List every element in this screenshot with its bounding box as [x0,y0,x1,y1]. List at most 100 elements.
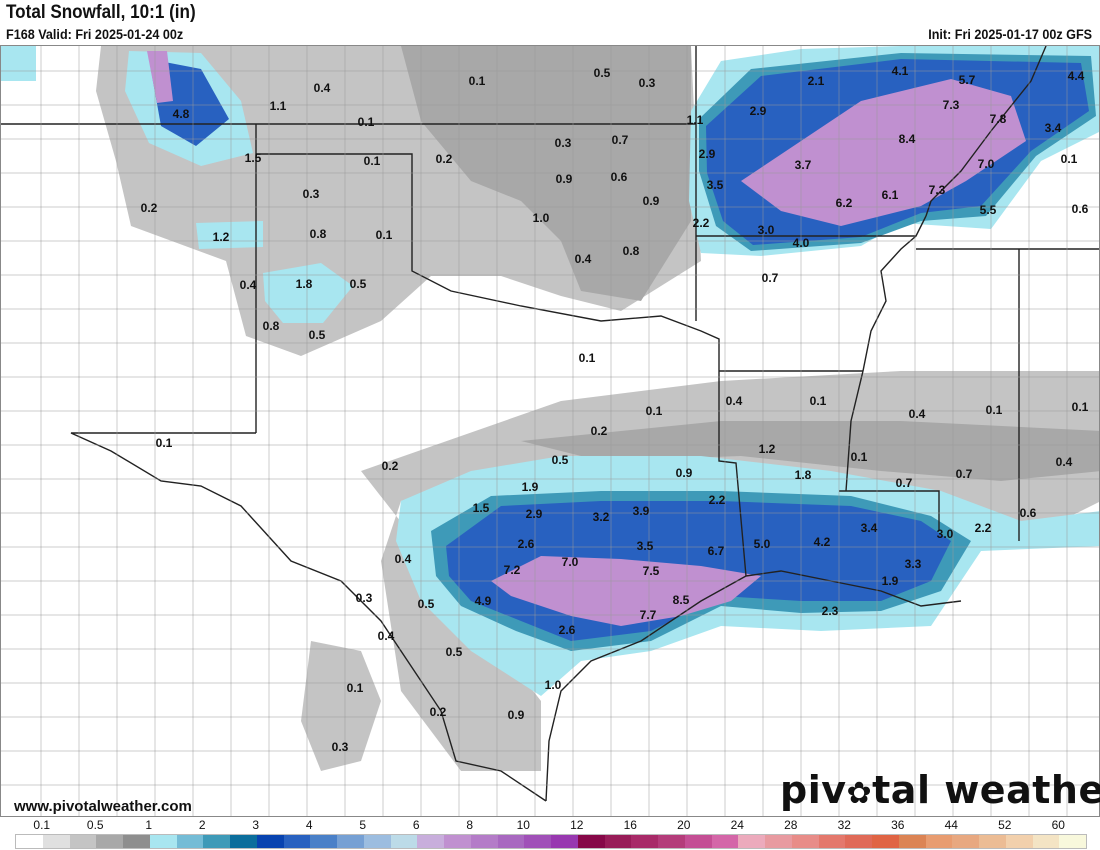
legend-swatch [96,835,123,848]
snowfall-value-label: 2.9 [699,147,716,161]
init-time: Init: Fri 2025-01-17 00z GFS [928,26,1092,42]
state-border [70,432,547,802]
snowfall-value-label: 0.4 [395,552,412,566]
legend-tick-label: 20 [677,818,691,832]
snowfall-value-label: 4.1 [892,64,909,78]
legend-swatch [658,835,685,848]
snowfall-value-label: 1.0 [545,678,562,692]
snowfall-value-label: 0.1 [810,394,827,408]
snowfall-value-label: 2.6 [559,623,576,637]
state-border [745,570,962,607]
legend-swatch [818,835,846,848]
snowfall-value-label: 0.2 [382,459,399,473]
snowfall-value-label: 7.3 [929,183,946,197]
snowfall-value-label: 2.1 [808,74,825,88]
legend-tick-label: 3 [252,818,260,832]
legend-swatch [604,835,632,848]
snowfall-value-label: 1.1 [270,99,287,113]
snowfall-value-label: 0.1 [851,450,868,464]
snowfall-value-label: 1.9 [882,574,899,588]
snowfall-value-label: 0.1 [986,403,1003,417]
legend-swatch [497,835,525,848]
snowfall-value-label: 0.2 [141,201,158,215]
color-legend [15,834,1087,849]
snowfall-value-label: 0.5 [594,66,611,80]
snowfall-value-label: 1.0 [533,211,550,225]
snowfall-contour [301,641,381,771]
legend-swatch [872,835,899,848]
snowfall-value-label: 7.0 [978,157,995,171]
snowfall-value-label: 2.2 [709,493,726,507]
legend-tick-label: 16 [623,818,637,832]
snowfall-value-label: 0.3 [555,136,572,150]
snowfall-value-label: 0.9 [508,708,525,722]
snowfall-value-label: 4.2 [814,535,831,549]
snowfall-value-label: 1.2 [213,230,230,244]
legend-swatch [42,835,70,848]
legend-swatch [898,835,926,848]
snowfall-value-label: 4.9 [475,594,492,608]
legend-swatch [765,835,792,848]
state-border [845,370,864,492]
snowfall-value-label: 1.8 [296,277,313,291]
snowfall-value-label: 0.7 [896,476,913,490]
snowfall-value-label: 1.9 [522,480,539,494]
state-border [862,215,927,372]
snowfall-value-label: 0.2 [436,152,453,166]
legend-swatch [444,835,471,848]
snowfall-value-label: 0.6 [1072,202,1089,216]
legend-swatch [738,835,765,848]
snowfall-value-label: 0.7 [956,467,973,481]
snowfall-value-label: 3.9 [633,504,650,518]
legend-swatch [69,835,97,848]
snowfall-value-label: 0.1 [579,351,596,365]
snowfall-value-label: 0.1 [646,404,663,418]
legend-labels: 0.1 0.5 1 2 3 4 5 6 8 10 12 16 20 24 28 32 36 44 52 60 [0,818,1100,832]
snowfall-value-label: 0.5 [418,597,435,611]
snowfall-map[interactable]: 0.4 0.1 0.5 0.3 2.1 4.1 5.7 4.4 4.8 1.1 0.1 1.1 2.9 7… [0,45,1100,817]
snowfall-value-label: 6.7 [708,544,725,558]
map-title: Total Snowfall, 10:1 (in) [6,2,196,23]
county-borders [1,46,1099,816]
snowfall-value-label: 0.7 [762,271,779,285]
snowfall-value-label: 0.4 [909,407,926,421]
legend-tick-label: 36 [891,818,905,832]
legend-swatch [952,835,979,848]
legend-swatch [363,835,391,848]
snowfall-value-label: 0.8 [623,244,640,258]
legend-swatch [256,835,284,848]
legend-tick-label: 6 [412,818,420,832]
snowfall-value-label: 3.4 [1045,121,1062,135]
legend-tick-label: 44 [944,818,958,832]
snowfall-value-label: 3.2 [593,510,610,524]
snowfall-value-label: 4.4 [1068,69,1085,83]
legend-swatch [791,835,819,848]
website-url: www.pivotalweather.com [14,798,192,815]
snowfall-value-label: 2.9 [526,507,543,521]
legend-tick-label: 8 [466,818,474,832]
snowfall-value-label: 0.5 [309,328,326,342]
legend-tick-label: 24 [730,818,744,832]
legend-swatch [845,835,872,848]
snowfall-contour [196,221,263,249]
snowfall-value-label: 7.8 [990,112,1007,126]
snowfall-value-label: 3.0 [758,223,775,237]
map-canvas: 0.4 0.1 0.5 0.3 2.1 4.1 5.7 4.4 4.8 1.1 0.1 1.1 2.9 7… [1,46,1099,816]
snowfall-value-label: 0.1 [156,436,173,450]
legend-swatch [203,835,230,848]
legend-tick-label: 32 [837,818,851,832]
snowfall-value-label: 2.9 [750,104,767,118]
legend-tick-label: 2 [198,818,206,832]
snowfall-value-label: 3.5 [637,539,654,553]
legend-swatch [551,835,578,848]
snowfall-value-label: 0.6 [1020,506,1037,520]
legend-swatch [470,835,498,848]
snowfall-contour [401,46,691,301]
snowfall-value-label: 1.5 [473,501,490,515]
snowfall-value-label: 1.1 [687,113,704,127]
snowfall-value-label: 0.3 [332,740,349,754]
state-border [256,153,747,577]
snowfall-value-label: 4.8 [173,107,190,121]
legend-swatch [337,835,364,848]
snowfall-value-label: 0.5 [446,645,463,659]
